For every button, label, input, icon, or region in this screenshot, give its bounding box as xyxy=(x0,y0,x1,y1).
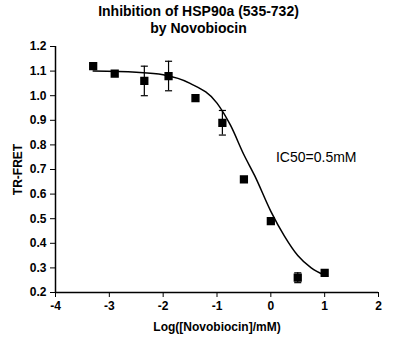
svg-text:1.1: 1.1 xyxy=(30,64,47,78)
svg-text:1.2: 1.2 xyxy=(30,40,47,53)
svg-text:0.8: 0.8 xyxy=(30,138,47,152)
svg-text:-4: -4 xyxy=(50,299,61,313)
svg-text:IC50=0.5mM: IC50=0.5mM xyxy=(276,149,357,165)
svg-text:0.7: 0.7 xyxy=(30,162,47,176)
svg-text:-3: -3 xyxy=(104,299,115,313)
svg-text:TR-FRET: TR-FRET xyxy=(11,143,25,195)
svg-text:1.0: 1.0 xyxy=(30,89,47,103)
svg-text:0.5: 0.5 xyxy=(30,212,47,226)
svg-text:-1: -1 xyxy=(212,299,223,313)
svg-text:-2: -2 xyxy=(158,299,169,313)
svg-text:0.9: 0.9 xyxy=(30,113,47,127)
svg-text:1: 1 xyxy=(321,299,328,313)
svg-text:0.6: 0.6 xyxy=(30,187,47,201)
svg-text:2: 2 xyxy=(375,299,382,313)
svg-text:0: 0 xyxy=(267,299,274,313)
svg-text:0.2: 0.2 xyxy=(30,285,47,299)
svg-text:0.3: 0.3 xyxy=(30,261,47,275)
svg-text:Log([Novobiocin]/mM): Log([Novobiocin]/mM) xyxy=(153,320,280,334)
html-text:Inhibition of HSP90a (535-732): Inhibition of HSP90a (535-732) by Novobi… xyxy=(98,3,299,36)
svg-text:0.4: 0.4 xyxy=(30,236,47,250)
